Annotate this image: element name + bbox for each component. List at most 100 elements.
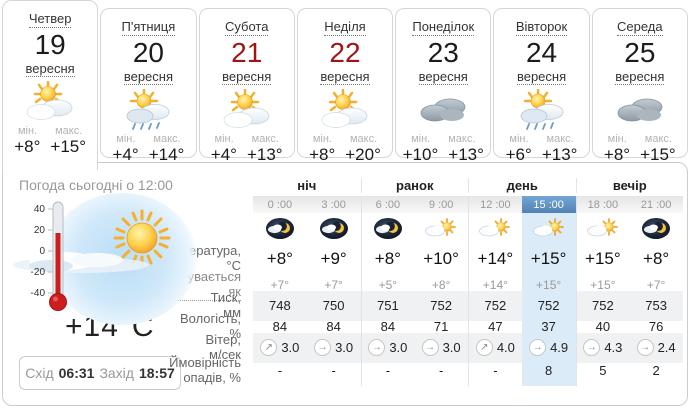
wind-value: → 4.3 xyxy=(575,333,630,363)
min-temp: +6° xyxy=(505,145,532,165)
max-temp: +13° xyxy=(246,145,283,165)
wind-value: → 3.0 xyxy=(360,333,415,363)
sun-icon xyxy=(111,207,173,274)
pressure: Тиск, мм 748 750 751 752 752 752 752 753 xyxy=(211,290,683,321)
pressure-value: 750 xyxy=(306,291,361,321)
wind-direction-e-icon: → xyxy=(314,339,332,357)
svg-text:20: 20 xyxy=(34,225,46,236)
day-date: 22 xyxy=(329,37,361,69)
day-name[interactable]: Середа xyxy=(617,19,663,37)
hour-21:00[interactable]: 21 :00 xyxy=(629,196,683,213)
day-name[interactable]: Вівторок xyxy=(515,19,568,37)
hour-6:00[interactable]: 6 :00 xyxy=(360,196,415,213)
day-month[interactable]: вересня xyxy=(320,69,370,86)
feels-like-value: +14° xyxy=(468,270,522,301)
humidity-value: 40 xyxy=(575,312,630,342)
sun-rain-icon xyxy=(494,89,588,131)
day-name[interactable]: Четвер xyxy=(28,11,72,29)
day-month[interactable]: вересня xyxy=(222,69,272,86)
hour-9:00[interactable]: 9 :00 xyxy=(414,196,468,213)
day-date: 23 xyxy=(427,37,459,69)
day-card-4[interactable]: Неділя 22 вересня мін. макс. +8° +20° xyxy=(296,8,394,164)
hour-15:00[interactable]: 15 :00 xyxy=(521,196,576,213)
precipitation-value: 5 xyxy=(575,356,630,386)
day-month[interactable]: вересня xyxy=(615,69,665,86)
max-temp: +15° xyxy=(50,137,87,157)
wind: Вітер, м/сек ↗ 3.0 → 3.0 → 3.0 → 3.0 ↗ 4.0 → 4.9 → 4.3… xyxy=(206,332,683,363)
day-name[interactable]: П'ятниця xyxy=(121,19,176,37)
feels-like-value: +7° xyxy=(646,278,666,293)
max-label: макс. xyxy=(251,133,279,146)
day-card-3[interactable]: Субота 21 вересня мін. макс. +4° +13° xyxy=(198,8,295,164)
pressure-value: 748 xyxy=(253,291,307,321)
temperature-value: +15° xyxy=(575,244,630,274)
clouds-icon xyxy=(396,89,490,131)
svg-text:-20: -20 xyxy=(31,267,46,278)
day-month[interactable]: вересня xyxy=(25,61,75,78)
wind-direction-ne-icon: ↗ xyxy=(475,339,493,357)
day-tabs: Четвер 19 вересня мін. макс. +8° +15° П'ятниця… xyxy=(0,0,690,170)
min-label: мін. xyxy=(509,133,529,146)
day-card-6[interactable]: Вівторок 24 вересня мін. макс. +6° +13° xyxy=(493,8,590,164)
precipitation-label: Ймовірність опадів, % xyxy=(169,355,241,385)
day-card-7[interactable]: Середа 25 вересня мін. макс. +8° +15° xyxy=(591,8,688,164)
hour-3:00[interactable]: 3 :00 xyxy=(306,196,361,213)
day-month[interactable]: вересня xyxy=(418,69,468,86)
today-summary: Погода сьогодні о 12:00 xyxy=(3,175,231,405)
max-label: макс. xyxy=(546,133,574,146)
precipitation-value: 8 xyxy=(521,356,576,386)
min-temp: +10° xyxy=(402,145,439,165)
day-month[interactable]: вересня xyxy=(123,69,173,86)
min-temp: +4° xyxy=(210,145,237,165)
cloud-sun-icon xyxy=(468,213,522,244)
day-name[interactable]: Понеділок xyxy=(412,19,475,37)
day-card-5[interactable]: Понеділок 23 вересня мін. макс. +10° +13° xyxy=(395,8,492,164)
pressure-value: 753 xyxy=(629,291,683,321)
max-temp: +13° xyxy=(541,145,578,165)
humidity-value: 84 xyxy=(272,319,288,335)
clouds-icon xyxy=(593,89,687,131)
wind-direction-e-icon: → xyxy=(529,339,547,357)
temperature-value: +8° xyxy=(360,244,415,274)
night-cloud-icon xyxy=(307,213,361,244)
sun-clouds-icon xyxy=(298,89,392,131)
sunset-time: 18:57 xyxy=(138,365,175,381)
temperature-value: +8° xyxy=(643,248,670,268)
min-label: мін. xyxy=(411,133,431,146)
precipitation-value: - xyxy=(468,356,522,386)
day-card-1[interactable]: Четвер 19 вересня мін. макс. +8° +15° xyxy=(2,0,99,170)
temperature-value: +15° xyxy=(521,244,576,274)
svg-text:40: 40 xyxy=(34,204,46,215)
max-label: макс. xyxy=(448,133,476,146)
day-name[interactable]: Неділя xyxy=(324,19,366,37)
pressure-value: 751 xyxy=(360,291,415,321)
hour-18:00[interactable]: 18 :00 xyxy=(575,196,630,213)
feels-like-value: +7° xyxy=(324,278,343,293)
precipitation-value: - xyxy=(360,356,415,386)
pressure-value: 752 xyxy=(468,291,522,321)
hour-0:00[interactable]: 0 :00 xyxy=(253,196,307,213)
sunrise-time: 06:31 xyxy=(58,365,95,381)
svg-text:-40: -40 xyxy=(31,288,46,299)
day-month[interactable]: вересня xyxy=(516,69,567,86)
max-temp: +20° xyxy=(345,145,381,165)
hourly-forecast-table: ніч ранок день вечір 0 :00 3 :00 6 :00 9 :00 12 … xyxy=(159,175,687,405)
hour-icons-row xyxy=(231,213,683,244)
wind-value: ↗ 3.0 xyxy=(253,333,307,363)
temperature: Температура, °C +8° +9° +8° +10° +14° +15° +15°… xyxy=(159,243,683,274)
day-date: 19 xyxy=(34,29,66,61)
feels-like-value: +7° xyxy=(270,278,290,293)
day-name[interactable]: Субота xyxy=(224,19,269,37)
wind-value: → 3.0 xyxy=(414,333,468,363)
max-label: макс. xyxy=(644,133,672,146)
min-label: мін. xyxy=(116,133,136,146)
humidity-value: 84 xyxy=(360,312,415,342)
day-card-2[interactable]: П'ятниця 20 вересня мін. макс. +4° +14° xyxy=(100,8,197,164)
min-label: мін. xyxy=(312,133,332,146)
wind-direction-e-icon: → xyxy=(636,339,654,357)
cloud-sun-icon xyxy=(521,213,576,244)
night-cloud-icon xyxy=(253,213,307,244)
precipitation-value: - xyxy=(331,363,336,379)
temperature-value: +14° xyxy=(468,244,522,274)
hour-12:00[interactable]: 12 :00 xyxy=(468,196,522,213)
